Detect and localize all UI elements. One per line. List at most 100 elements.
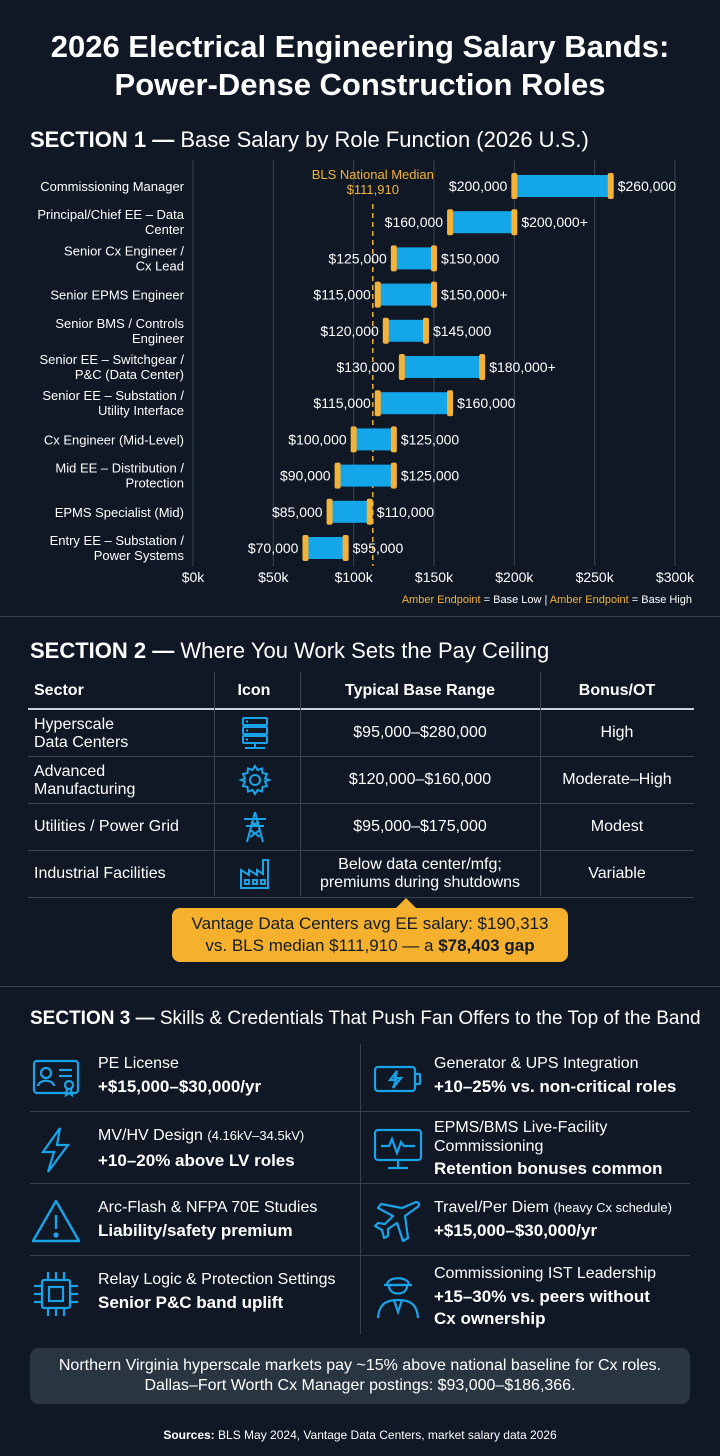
id-card-icon [32, 1059, 80, 1098]
skill-value: +10–25% vs. non-critical roles [434, 1077, 677, 1096]
title-line-2: Power-Dense Construction Roles [114, 67, 606, 102]
low-value-label: $85,000 [272, 504, 323, 520]
skill-value: Liability/safety premium [98, 1221, 293, 1240]
role-label: Senior EPMS Engineer [50, 288, 184, 303]
base-high-endpoint [511, 209, 518, 236]
skill-value: Retention bonuses common [434, 1159, 663, 1178]
base-high-endpoint [390, 426, 397, 453]
section1-heading: SECTION 1 — Base Salary by Role Function… [30, 127, 589, 153]
base-low-endpoint [382, 317, 389, 344]
skill-title: EPMS/BMS Live-Facility Commissioning [434, 1119, 608, 1155]
base-low-endpoint [398, 354, 405, 380]
header-sector: Sector [34, 682, 84, 699]
sources-footer: Sources: BLS May 2024, Vantage Data Cent… [0, 1428, 720, 1442]
x-tick-label: $50k [258, 569, 289, 585]
median-value-label: $111,910 [347, 182, 399, 197]
base-high-endpoint [479, 354, 486, 380]
salary-range-bar [377, 283, 434, 306]
skills-col-divider [360, 1044, 361, 1334]
low-value-label: $70,000 [248, 540, 299, 556]
header-icon: Icon [237, 682, 271, 699]
x-tick-label: $0k [182, 569, 206, 585]
low-value-label: $130,000 [336, 359, 395, 375]
base-low-endpoint [350, 426, 357, 453]
section3-heading: SECTION 3 — Skills & Credentials That Pu… [30, 1008, 701, 1030]
salary-range-bar [353, 428, 394, 451]
role-label: Cx Engineer (Mid-Level) [44, 432, 184, 447]
skill-pe-license: PE License +$15,000–$30,000/yr [30, 1042, 360, 1114]
sources-text: BLS May 2024, Vantage Data Centers, mark… [214, 1428, 557, 1442]
legend-part: Amber Endpoint [402, 594, 481, 606]
high-value-label: $125,000 [401, 431, 460, 447]
sector-name: Advanced Manufacturing [34, 763, 136, 798]
base-high-endpoint [431, 281, 437, 308]
base-low-endpoint [302, 535, 309, 561]
vantage-callout: Vantage Data Centers avg EE salary: $190… [172, 898, 568, 962]
sector-name: Utilities / Power Grid [34, 818, 179, 835]
high-value-label: $200,000+ [521, 214, 588, 230]
skill-arc-flash: Arc-Flash & NFPA 70E Studies Liability/s… [30, 1186, 360, 1258]
salary-range-bar [450, 211, 515, 234]
bonus-value: High [600, 724, 634, 741]
lightning-icon [40, 1127, 71, 1173]
salary-range-bar [514, 175, 611, 197]
base-low-endpoint [447, 209, 454, 236]
legend-part: Amber Endpoint [547, 594, 628, 606]
legend-part: = Base Low [481, 594, 545, 606]
range-value: Below data center/mfg; premiums during sh… [319, 856, 521, 891]
high-value-label: $160,000 [457, 395, 516, 411]
role-label: Principal/Chief EE – Data [37, 207, 184, 222]
note-line-2: Dallas–Fort Worth Cx Manager postings: $… [144, 1377, 576, 1394]
low-value-label: $100,000 [288, 431, 347, 447]
section3-title: Skills & Credentials That Push Fan Offer… [159, 1008, 701, 1029]
section3-number: SECTION 3 — [30, 1008, 155, 1029]
sector-name: Industrial Facilities [34, 865, 166, 882]
x-tick-label: $250k [576, 569, 615, 585]
table-row: Industrial Facilities Below data center/… [28, 851, 694, 898]
section1-number: SECTION 1 — [30, 127, 175, 152]
section2-title: Where You Work Sets the Pay Ceiling [180, 638, 550, 663]
x-tick-label: $200k [495, 569, 534, 585]
base-high-endpoint [422, 317, 429, 344]
sources-label: Sources: [163, 1428, 215, 1442]
high-value-label: $180,000+ [489, 359, 556, 375]
skill-value: +$15,000–$30,000/yr [98, 1077, 262, 1096]
market-note: Northern Virginia hyperscale markets pay… [30, 1348, 690, 1404]
table-col-divider [540, 672, 541, 896]
high-value-label: $150,000+ [441, 287, 508, 303]
base-low-endpoint [374, 390, 381, 417]
table-row: Utilities / Power Grid $95,000–$175,000 … [28, 804, 694, 851]
base-low-endpoint [374, 281, 381, 308]
header-bonus: Bonus/OT [578, 682, 656, 699]
low-value-label: $120,000 [320, 323, 379, 339]
range-value: $95,000–$175,000 [353, 818, 487, 835]
skill-mv-hv-design: MV/HV Design (4.16kV–34.5kV) +10–20% abo… [30, 1114, 360, 1186]
role-label-line2: Engineer [132, 331, 185, 346]
transmission-tower-icon [244, 811, 266, 843]
base-high-endpoint [342, 535, 349, 561]
low-value-label: $125,000 [328, 250, 387, 266]
skill-title: Arc-Flash & NFPA 70E Studies [98, 1199, 318, 1216]
role-label: Entry EE – Substation / [50, 533, 185, 548]
gear-icon [238, 764, 272, 796]
skill-title: Commissioning IST Leadership [434, 1265, 657, 1282]
role-label-line2: Center [145, 222, 185, 237]
base-high-endpoint [390, 462, 397, 489]
x-tick-label: $300k [656, 569, 695, 585]
header-range: Typical Base Range [345, 682, 495, 699]
high-value-label: $125,000 [401, 468, 460, 484]
role-label: Mid EE – Distribution / [55, 461, 184, 476]
callout-line-2: vs. BLS median $111,910 — a $78,403 gap [205, 936, 535, 955]
role-label-line2: Cx Lead [136, 258, 184, 273]
engineer-icon [376, 1277, 420, 1319]
section-divider-2 [0, 986, 720, 987]
table-col-divider [214, 672, 215, 896]
salary-range-bar [329, 500, 370, 523]
section2-heading: SECTION 2 — Where You Work Sets the Pay … [30, 638, 549, 664]
high-value-label: $150,000 [441, 250, 500, 266]
section2-number: SECTION 2 — [30, 638, 175, 663]
role-label-line2: P&C (Data Center) [75, 367, 184, 382]
sector-name: Hyperscale Data Centers [34, 716, 129, 751]
skill-title: Relay Logic & Protection Settings [98, 1271, 336, 1288]
legend-part: = Base High [629, 594, 692, 606]
